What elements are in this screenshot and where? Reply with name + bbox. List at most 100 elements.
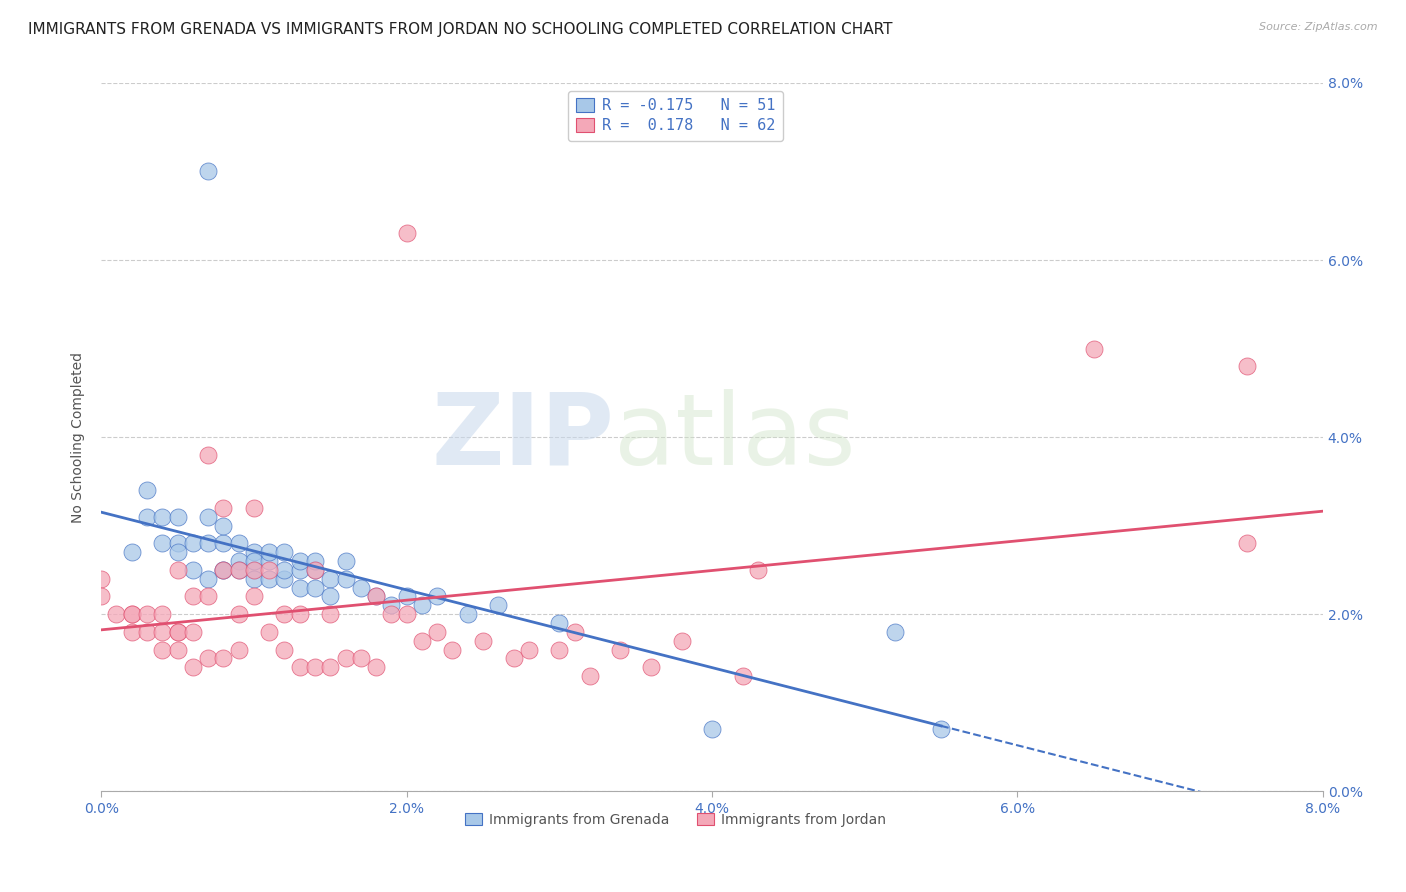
- Point: [228, 607, 250, 622]
- Point: [166, 624, 188, 639]
- Point: [166, 536, 188, 550]
- Point: [228, 563, 250, 577]
- Point: [304, 563, 326, 577]
- Point: [136, 624, 159, 639]
- Point: [304, 581, 326, 595]
- Point: [197, 448, 219, 462]
- Y-axis label: No Schooling Completed: No Schooling Completed: [72, 351, 86, 523]
- Point: [150, 642, 173, 657]
- Point: [212, 651, 235, 665]
- Point: [304, 660, 326, 674]
- Point: [472, 633, 495, 648]
- Point: [150, 536, 173, 550]
- Point: [304, 563, 326, 577]
- Point: [380, 599, 402, 613]
- Text: atlas: atlas: [614, 389, 856, 485]
- Point: [548, 615, 571, 630]
- Point: [243, 572, 266, 586]
- Point: [486, 599, 509, 613]
- Point: [243, 545, 266, 559]
- Point: [457, 607, 479, 622]
- Point: [121, 545, 143, 559]
- Point: [517, 642, 540, 657]
- Point: [257, 545, 280, 559]
- Text: IMMIGRANTS FROM GRENADA VS IMMIGRANTS FROM JORDAN NO SCHOOLING COMPLETED CORRELA: IMMIGRANTS FROM GRENADA VS IMMIGRANTS FR…: [28, 22, 893, 37]
- Point: [150, 607, 173, 622]
- Point: [502, 651, 524, 665]
- Point: [288, 554, 311, 568]
- Point: [288, 563, 311, 577]
- Point: [212, 500, 235, 515]
- Point: [273, 572, 295, 586]
- Point: [90, 590, 112, 604]
- Point: [288, 660, 311, 674]
- Point: [564, 624, 586, 639]
- Point: [197, 164, 219, 178]
- Point: [181, 590, 204, 604]
- Point: [304, 554, 326, 568]
- Text: Source: ZipAtlas.com: Source: ZipAtlas.com: [1260, 22, 1378, 32]
- Point: [273, 607, 295, 622]
- Point: [335, 651, 357, 665]
- Point: [548, 642, 571, 657]
- Point: [150, 624, 173, 639]
- Point: [136, 509, 159, 524]
- Point: [288, 607, 311, 622]
- Point: [319, 590, 342, 604]
- Point: [364, 660, 387, 674]
- Point: [121, 607, 143, 622]
- Point: [350, 651, 373, 665]
- Point: [884, 624, 907, 639]
- Point: [441, 642, 464, 657]
- Point: [319, 572, 342, 586]
- Point: [228, 642, 250, 657]
- Point: [671, 633, 693, 648]
- Point: [411, 599, 433, 613]
- Point: [212, 518, 235, 533]
- Point: [197, 572, 219, 586]
- Point: [228, 554, 250, 568]
- Text: ZIP: ZIP: [432, 389, 614, 485]
- Point: [166, 563, 188, 577]
- Point: [319, 660, 342, 674]
- Point: [181, 660, 204, 674]
- Point: [243, 554, 266, 568]
- Point: [243, 563, 266, 577]
- Point: [105, 607, 128, 622]
- Point: [166, 545, 188, 559]
- Point: [257, 624, 280, 639]
- Point: [121, 607, 143, 622]
- Point: [212, 536, 235, 550]
- Point: [579, 669, 602, 683]
- Point: [243, 500, 266, 515]
- Point: [181, 563, 204, 577]
- Point: [395, 590, 418, 604]
- Point: [747, 563, 769, 577]
- Point: [228, 536, 250, 550]
- Point: [731, 669, 754, 683]
- Point: [197, 509, 219, 524]
- Point: [181, 624, 204, 639]
- Point: [136, 607, 159, 622]
- Point: [121, 624, 143, 639]
- Point: [181, 536, 204, 550]
- Point: [395, 607, 418, 622]
- Point: [609, 642, 631, 657]
- Point: [380, 607, 402, 622]
- Point: [166, 509, 188, 524]
- Point: [257, 572, 280, 586]
- Point: [90, 572, 112, 586]
- Point: [166, 624, 188, 639]
- Point: [350, 581, 373, 595]
- Point: [273, 563, 295, 577]
- Point: [288, 581, 311, 595]
- Point: [335, 554, 357, 568]
- Point: [257, 563, 280, 577]
- Point: [197, 536, 219, 550]
- Point: [273, 642, 295, 657]
- Point: [197, 651, 219, 665]
- Point: [395, 227, 418, 241]
- Point: [243, 563, 266, 577]
- Point: [426, 590, 449, 604]
- Point: [228, 563, 250, 577]
